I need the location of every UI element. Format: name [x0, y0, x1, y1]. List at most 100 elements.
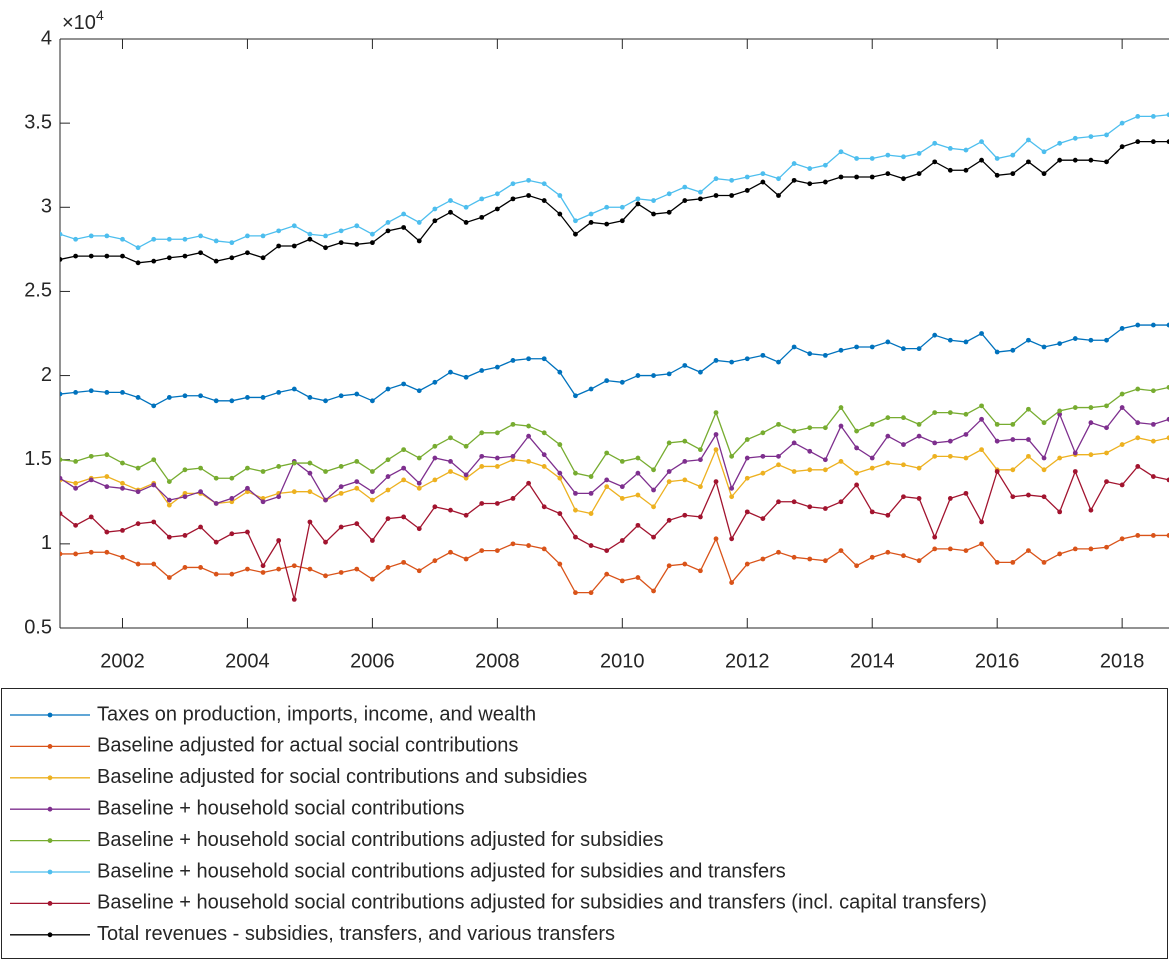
data-point: [557, 442, 563, 447]
data-point: [807, 351, 813, 357]
data-point: [1026, 437, 1031, 442]
data-point: [88, 453, 94, 459]
data-point: [854, 174, 860, 180]
data-point: [416, 480, 422, 486]
data-point: [369, 240, 375, 246]
series-line: [60, 534, 1169, 594]
data-point: [932, 440, 938, 446]
data-point: [713, 193, 719, 198]
data-point: [541, 504, 547, 510]
data-point: [1057, 157, 1063, 163]
data-point: [947, 337, 953, 343]
data-point: [151, 561, 157, 567]
data-point: [510, 453, 516, 459]
data-point: [245, 485, 250, 491]
data-point: [885, 415, 891, 421]
data-point: [1135, 139, 1141, 145]
data-point: [510, 421, 516, 427]
data-point: [635, 575, 641, 580]
data-point: [291, 563, 297, 569]
data-point: [1088, 157, 1094, 163]
data-point: [916, 558, 922, 564]
data-point: [666, 517, 672, 523]
data-point: [432, 218, 438, 224]
data-point: [401, 447, 407, 453]
data-point: [369, 497, 375, 503]
data-point: [807, 556, 813, 562]
data-point: [354, 566, 360, 572]
data-point: [307, 470, 313, 476]
data-point: [229, 255, 235, 261]
data-point: [588, 511, 594, 516]
y-tick-label: 3.5: [24, 111, 52, 133]
data-point: [60, 257, 63, 262]
data-point: [729, 536, 735, 542]
data-point: [682, 363, 688, 368]
data-point: [869, 465, 875, 471]
data-point: [822, 457, 828, 463]
data-point: [198, 233, 203, 239]
data-point: [979, 403, 984, 409]
data-point: [385, 220, 391, 225]
data-point: [88, 514, 94, 520]
data-point: [885, 339, 891, 345]
data-point: [776, 176, 781, 182]
data-point: [1104, 425, 1109, 431]
data-point: [1150, 421, 1156, 427]
data-point: [526, 543, 531, 548]
data-point: [901, 553, 906, 559]
data-point: [838, 499, 844, 505]
data-point: [979, 447, 984, 453]
data-point: [385, 487, 391, 493]
data-point: [416, 238, 422, 244]
data-point: [448, 198, 453, 203]
data-point: [510, 358, 516, 363]
data-point: [463, 204, 469, 210]
data-point: [510, 457, 516, 463]
data-point: [1150, 322, 1156, 328]
data-point: [182, 393, 188, 399]
data-point: [698, 568, 703, 574]
y-multiplier: ×104: [62, 7, 104, 35]
data-point: [432, 379, 438, 385]
data-point: [88, 549, 94, 555]
data-point: [385, 516, 391, 522]
data-point: [448, 469, 453, 474]
data-point: [713, 176, 719, 182]
data-point: [494, 455, 500, 461]
data-point: [166, 479, 172, 484]
data-point: [448, 549, 453, 555]
data-point: [213, 238, 219, 244]
data-point: [401, 514, 407, 520]
series-line: [60, 465, 1169, 600]
data-point: [510, 181, 516, 187]
data-point: [713, 447, 719, 453]
x-tick-label: 2004: [225, 650, 270, 672]
plot-area: [60, 112, 1169, 602]
data-point: [260, 469, 266, 474]
data-point: [760, 556, 766, 562]
data-point: [291, 223, 297, 229]
data-point: [198, 465, 203, 471]
x-tick-label: 2014: [850, 650, 895, 672]
data-point: [994, 172, 1000, 178]
data-point: [354, 223, 360, 229]
data-point: [182, 253, 188, 259]
data-point: [354, 391, 360, 397]
data-point: [1057, 140, 1063, 146]
data-point: [494, 501, 500, 506]
data-point: [401, 225, 407, 230]
data-point: [1104, 337, 1109, 343]
data-point: [291, 489, 297, 495]
data-point: [619, 458, 625, 464]
data-point: [1135, 435, 1141, 441]
data-point: [729, 193, 735, 198]
data-point: [260, 499, 266, 505]
data-point: [947, 546, 953, 552]
data-point: [1088, 134, 1094, 140]
data-point: [807, 504, 813, 510]
data-point: [1041, 467, 1047, 473]
data-point: [73, 458, 79, 464]
data-point: [947, 145, 953, 151]
data-point: [432, 443, 438, 449]
